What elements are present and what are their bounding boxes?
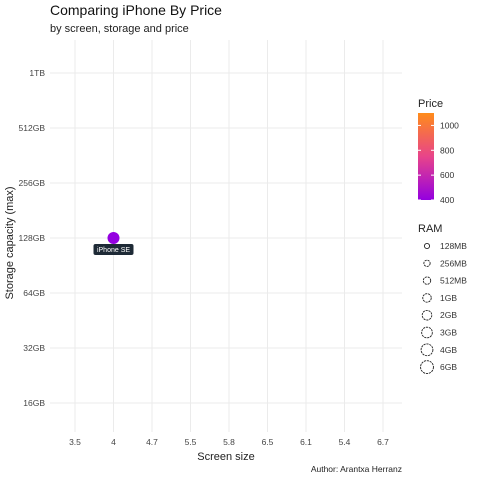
x-tick-label: 3.5 xyxy=(69,437,81,447)
size-legend-label: 4GB xyxy=(440,345,457,355)
color-legend-label: 1000 xyxy=(440,120,459,130)
size-legend-title: RAM xyxy=(418,223,442,235)
size-legend-symbol xyxy=(420,360,434,374)
point-tooltip xyxy=(93,244,134,255)
x-tick-label: 5.8 xyxy=(223,437,235,447)
x-tick-label: 4.7 xyxy=(146,437,158,447)
size-legend-label: 512MB xyxy=(440,276,467,286)
chart-caption: Author: Arantxa Herranz xyxy=(311,464,402,474)
x-tick-label: 6.7 xyxy=(377,437,389,447)
y-axis-title: Storage capacity (max) xyxy=(4,186,16,299)
size-legend-symbol xyxy=(421,326,433,339)
size-legend-items: 128MB 256MB 512MB 1GB 2GB 3GB 4GB 6GB xyxy=(420,241,467,374)
chart-subtitle: by screen, storage and price xyxy=(50,23,189,35)
size-legend-label: 2GB xyxy=(440,310,457,320)
y-axis-ticks: 16GB 32GB 64GB 128GB 256GB 512GB 1TB xyxy=(19,68,46,408)
x-tick-label: 6.5 xyxy=(262,437,274,447)
size-legend-symbol xyxy=(422,293,432,303)
color-legend-bar xyxy=(418,113,434,200)
size-legend-symbol xyxy=(420,343,434,357)
y-tick-label: 128GB xyxy=(19,233,46,243)
color-legend-label: 800 xyxy=(440,145,454,155)
size-legend-symbol xyxy=(423,242,431,250)
data-point[interactable] xyxy=(107,232,120,244)
point-tooltip-label: iPhone SE xyxy=(97,247,130,254)
y-tick-label: 64GB xyxy=(23,288,45,298)
y-tick-label: 16GB xyxy=(23,398,45,408)
size-legend-symbol xyxy=(422,276,432,285)
x-axis-title: Screen size xyxy=(197,451,254,463)
size-legend-label: 256MB xyxy=(440,258,467,268)
chart-title: Comparing iPhone By Price xyxy=(50,2,222,18)
size-legend-label: 1GB xyxy=(440,293,457,303)
x-axis-ticks: 3.5 4 4.7 5.5 5.8 6.5 6.1 5.4 6.7 xyxy=(69,437,389,447)
size-legend-label: 128MB xyxy=(440,241,467,251)
size-legend-label: 3GB xyxy=(440,328,457,338)
x-tick-label: 5.5 xyxy=(185,437,197,447)
y-tick-label: 256GB xyxy=(19,178,46,188)
color-legend-label: 600 xyxy=(440,170,454,180)
color-legend-title: Price xyxy=(418,98,443,110)
y-tick-label: 512GB xyxy=(19,123,46,133)
color-legend-label: 400 xyxy=(440,195,454,205)
x-tick-label: 5.4 xyxy=(339,437,351,447)
size-legend-symbol xyxy=(421,309,433,321)
x-tick-label: 6.1 xyxy=(300,437,312,447)
plot-grid xyxy=(50,40,402,432)
data-points: iPhone SE xyxy=(93,232,134,255)
x-tick-label: 4 xyxy=(111,437,116,447)
size-legend-symbol xyxy=(423,259,431,267)
y-tick-label: 1TB xyxy=(29,68,45,78)
y-tick-label: 32GB xyxy=(23,343,45,353)
size-legend-label: 6GB xyxy=(440,362,457,372)
color-legend-ticks: 400 600 800 1000 xyxy=(418,120,459,205)
